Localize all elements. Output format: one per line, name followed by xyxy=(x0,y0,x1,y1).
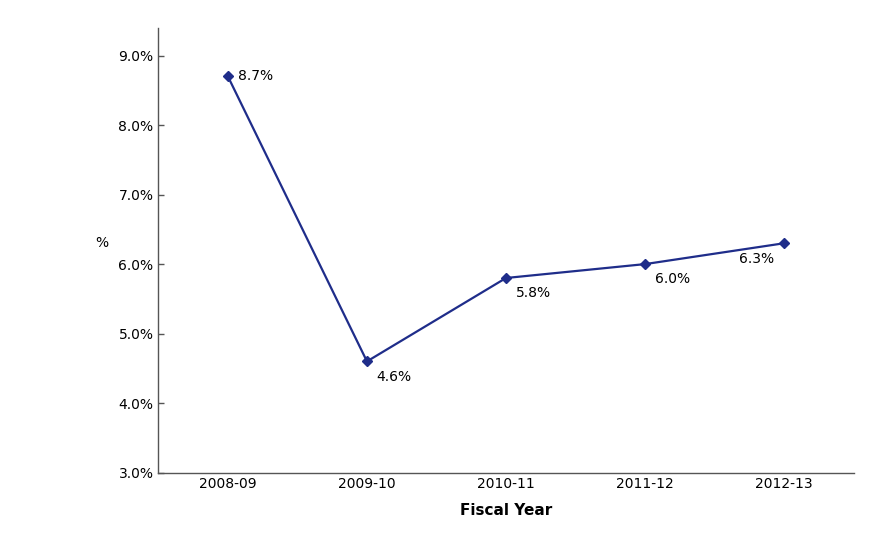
Text: 6.0%: 6.0% xyxy=(655,272,690,286)
Text: 6.3%: 6.3% xyxy=(739,251,774,266)
X-axis label: Fiscal Year: Fiscal Year xyxy=(460,503,552,518)
Text: 5.8%: 5.8% xyxy=(516,286,551,300)
Y-axis label: %: % xyxy=(95,236,108,250)
Text: 4.6%: 4.6% xyxy=(377,370,412,384)
Text: 8.7%: 8.7% xyxy=(238,70,273,83)
